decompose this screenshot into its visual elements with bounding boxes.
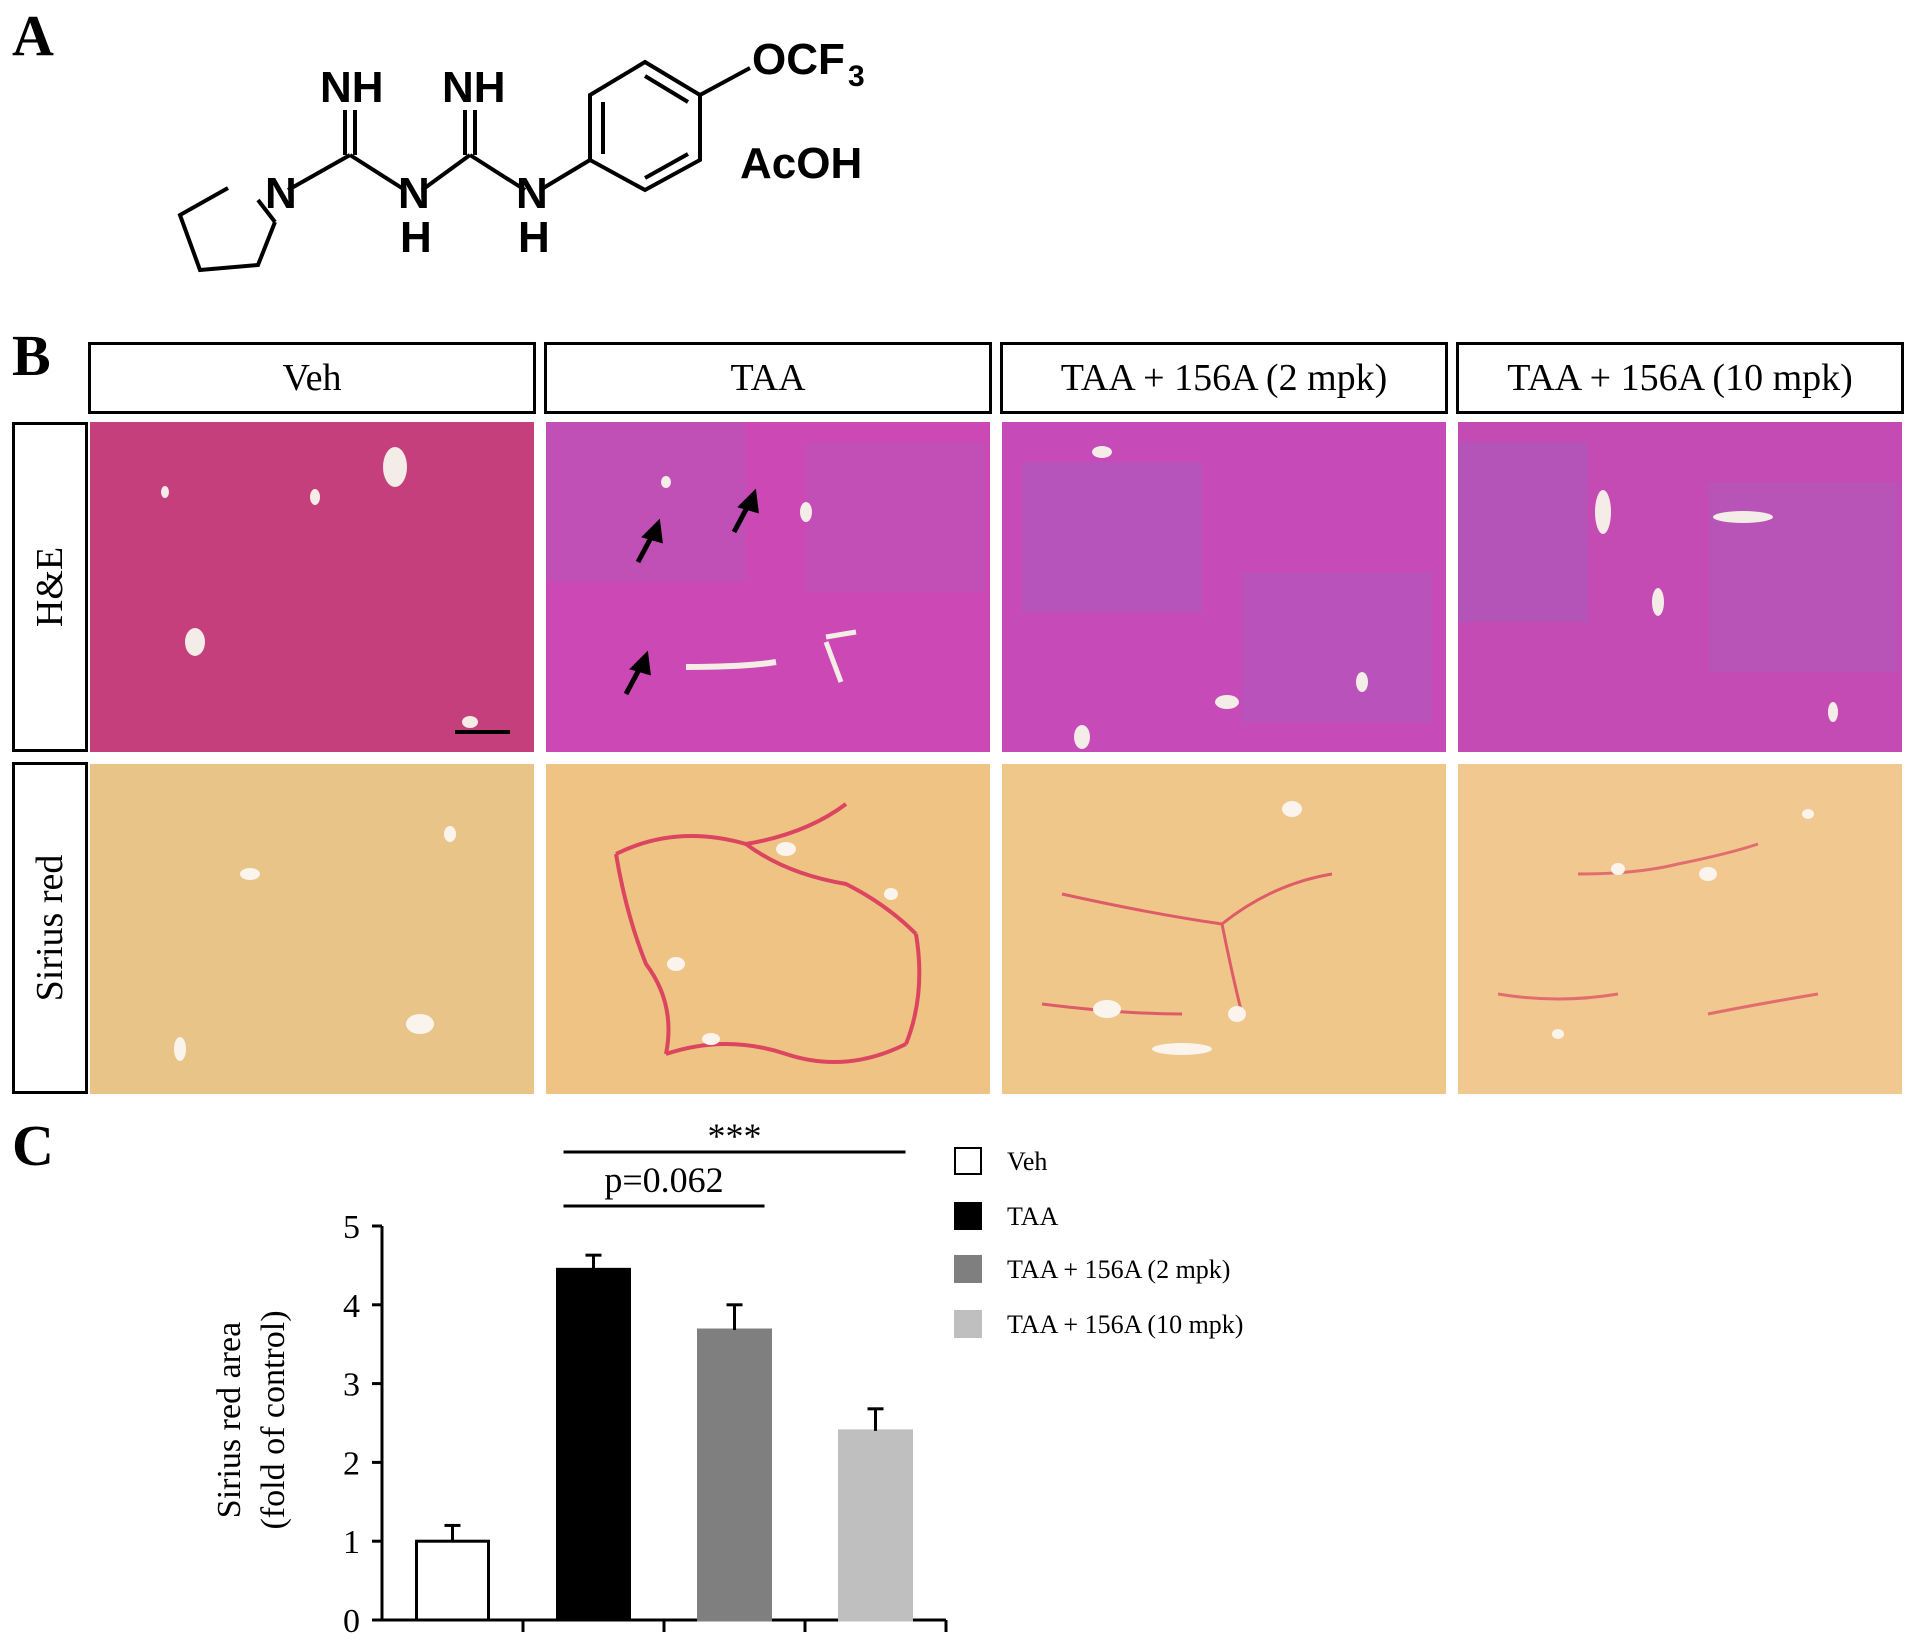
panel-label-c: C — [12, 1113, 54, 1178]
arrow-icon — [623, 488, 759, 696]
y-tick-label: 4 — [343, 1288, 360, 1325]
y-tick-label: 0 — [343, 1603, 360, 1640]
row-header-he-label: H&E — [29, 546, 71, 628]
column-header-taa: TAA — [544, 342, 992, 414]
imine-nh-right: NH — [442, 63, 506, 112]
ocf-subscript: 3 — [848, 60, 865, 93]
column-header-taa-2mpk: TAA + 156A (2 mpk) — [1000, 342, 1448, 414]
legend-label: Veh — [1007, 1147, 1047, 1176]
chart-annotations: ***p=0.062 — [563, 1116, 906, 1208]
legend-label: TAA + 156A (2 mpk) — [1007, 1255, 1230, 1284]
y-tick-label: 3 — [343, 1367, 360, 1404]
row-header-sirius: Sirius red — [12, 762, 88, 1094]
chemical-structure: NH NH N N H N H OCF 3 AcOH — [177, 35, 865, 273]
micrograph-he-taa — [546, 422, 990, 752]
panel-label-b: B — [12, 323, 51, 388]
micrograph-sirius-taa-10mpk — [1458, 764, 1902, 1094]
ocf-group: OCF — [752, 35, 845, 84]
y-tick-label: 5 — [343, 1209, 360, 1246]
bar — [697, 1328, 772, 1622]
micrograph-he-taa-10mpk — [1458, 422, 1902, 752]
legend-swatch — [954, 1255, 982, 1283]
y-axis-title-line2: (fold of control) — [255, 1310, 292, 1529]
row-header-sirius-label: Sirius red — [29, 854, 71, 1002]
micrograph-sirius-veh — [90, 764, 534, 1094]
chart-legend: Veh TAA TAA + 156A (2 mpk) TAA + 156A (10 m… — [954, 1147, 1243, 1339]
bar — [556, 1267, 631, 1622]
row-header-he: H&E — [12, 422, 88, 752]
amine-h-right: H — [518, 213, 550, 262]
y-tick-label: 1 — [343, 1524, 360, 1561]
pyrrolidine-n: N — [265, 169, 297, 218]
panel-label-a: A — [12, 3, 54, 68]
significance-label: *** — [708, 1116, 762, 1156]
amine-h-mid: H — [400, 213, 432, 262]
legend-swatch — [954, 1147, 982, 1175]
micrograph-he-veh — [90, 422, 534, 752]
chart-bars — [415, 1253, 913, 1622]
y-axis-title-line1: Sirius red area — [211, 1322, 248, 1518]
column-header-veh: Veh — [88, 342, 536, 414]
imine-nh-left: NH — [320, 63, 384, 112]
legend-swatch — [954, 1310, 982, 1338]
amine-n-mid: N — [398, 169, 430, 218]
column-header-taa-10mpk: TAA + 156A (10 mpk) — [1456, 342, 1904, 414]
micrograph-he-taa-2mpk — [1002, 422, 1446, 752]
legend-swatch — [954, 1202, 982, 1230]
legend-label: TAA + 156A (10 mpk) — [1007, 1310, 1243, 1339]
bar — [415, 1539, 490, 1622]
micrograph-sirius-taa-2mpk — [1002, 764, 1446, 1094]
bar — [838, 1429, 913, 1622]
micrograph-sirius-taa — [546, 764, 990, 1094]
legend-label: TAA — [1007, 1202, 1059, 1231]
y-tick-label: 2 — [343, 1445, 360, 1482]
acoh-label: AcOH — [740, 139, 862, 188]
amine-n-right: N — [516, 169, 548, 218]
bar-chart: 0 1 2 3 4 5 ***p=0.062 Veh TAA TAA + 156A (2 mp… — [211, 1116, 1243, 1640]
significance-label: p=0.062 — [604, 1160, 723, 1200]
